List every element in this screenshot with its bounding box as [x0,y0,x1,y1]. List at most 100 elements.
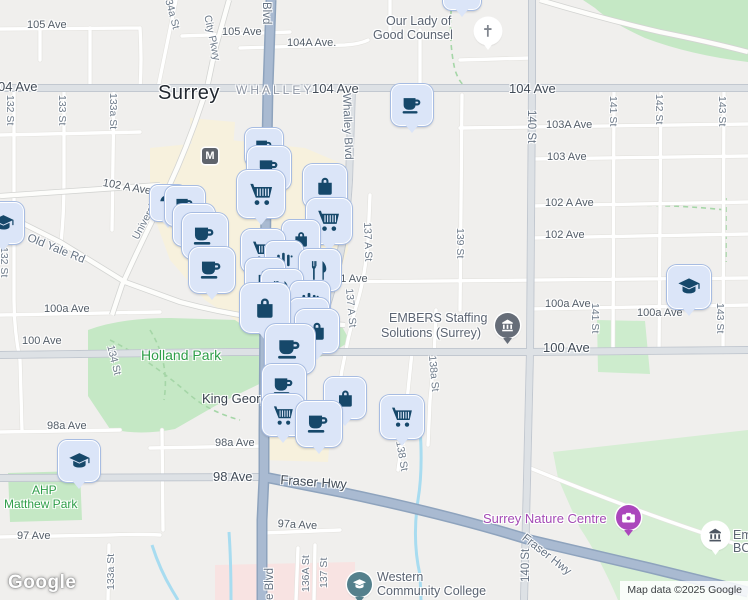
road-label: 100a Ave [637,307,683,319]
poi-label[interactable]: EMBERS Staffing [389,311,488,325]
road-label: 103 Ave [547,151,587,163]
road-label: WHALLEY [236,83,315,97]
ahp-matthew-park-area [8,471,82,522]
green-strip-right [597,320,650,374]
green-trail [449,0,469,89]
poi-label[interactable]: Our Lady of [386,14,452,28]
road-label: 97a Ave [277,518,318,533]
medical-area-bottom [215,562,355,600]
poi-marker-columns[interactable] [495,313,520,338]
road-label: 133a St [105,553,117,590]
green-trail [619,198,727,262]
poi-marker-columns[interactable] [702,522,729,549]
map-pin-coffee[interactable] [189,247,235,293]
road-label: 100a Ave [44,303,90,315]
park-label: Matthew Park [4,497,78,511]
road-label: 141 St [607,96,619,127]
road-label: 141 St [589,303,601,334]
road-label: 137 St [318,557,330,588]
columns-icon [709,528,722,542]
metro-station-icon[interactable]: M [202,148,218,164]
poi-marker-church[interactable] [475,18,501,44]
coffee-icon [194,228,214,245]
road-label: Blvd [260,2,272,25]
road-label: 133 St [56,95,68,126]
poi-label[interactable]: Good Counsel [373,28,453,42]
road-label: 105 Ave [222,26,262,38]
road-label: 97 Ave [17,530,51,542]
poi-label[interactable]: BC [733,541,748,555]
road-label: 04 Ave [0,79,38,94]
poi-label-purple[interactable]: Surrey Nature Centre [483,511,607,526]
road-label: 100 Ave [22,335,62,347]
gradcap-icon [352,579,367,589]
bag-icon [318,177,332,195]
map-attribution[interactable]: Map data ©2025 Google [620,581,748,600]
school-icon [68,452,90,468]
poi-marker-gradcap[interactable] [347,572,372,597]
road-label: 140 St [525,110,537,144]
road-label: 105 Ave [27,19,67,31]
poi-label[interactable]: Em [733,528,748,542]
map-pin-coffee[interactable] [391,84,433,126]
commercial-area-small [190,118,235,150]
map-pin-cart[interactable] [237,170,285,218]
cart-icon [392,407,412,427]
road-label: 102 A Ave [545,197,594,209]
school-icon [678,278,700,294]
road-label: 104 Ave [312,81,359,96]
road-label: 103A Ave [546,119,593,131]
city-label: Surrey [158,82,220,104]
road-label: 133a St [107,93,119,130]
poi-label[interactable]: Community College [377,584,487,598]
road-label: 100a Ave [545,298,591,310]
map-pin-coffee[interactable] [296,401,342,447]
road-label: 143 St [714,303,726,334]
creek [227,531,233,600]
cart-icon [318,211,340,232]
bag-icon [338,390,352,407]
road-label: 139 St [454,228,466,259]
road-label: 136A St [300,555,312,592]
road-label: 98a Ave [47,420,87,432]
camera-icon [622,512,635,523]
poi-label[interactable]: Western [377,570,424,584]
coffee-icon [402,97,420,114]
coffee-icon [451,0,473,2]
map-pin-coffee[interactable] [443,0,481,10]
restaurant-icon [311,260,326,280]
poi-marker-camera[interactable] [616,505,641,530]
coffee-icon [278,340,300,359]
park-label: Holland Park [141,347,222,363]
cart-icon [250,183,272,205]
bag-icon [257,298,273,318]
road-label: 132 St [4,95,16,126]
road-label: 137 A St [361,222,375,262]
map-pin-school[interactable] [0,202,24,244]
road-label: 100 Ave [543,340,590,355]
map-pin-cart[interactable] [262,394,304,436]
map-pin-school[interactable] [667,265,711,309]
road-label: 132 St [0,247,10,278]
road-label: 104 Ave [509,81,556,96]
road-label: 142 St [653,94,665,125]
road-label: Whalley Blvd [340,93,355,160]
road-label: 98 Ave [213,469,253,484]
road-label: e Blvd [264,568,276,600]
google-logo[interactable]: Google [8,572,77,593]
map-pin-cart[interactable] [380,395,424,439]
road-label: 143 St [716,96,728,127]
creek [413,427,423,600]
road-label: 102 Ave [545,229,585,241]
coffee-icon [308,416,328,433]
road-label: 104A Ave. [287,37,337,49]
park-label: AHP [32,483,57,497]
park-trail [149,329,167,401]
map-pin-school[interactable] [58,440,100,482]
road-label: 140 St [520,548,532,582]
cart-icon [273,406,293,425]
poi-label[interactable]: Solutions (Surrey) [381,326,482,340]
